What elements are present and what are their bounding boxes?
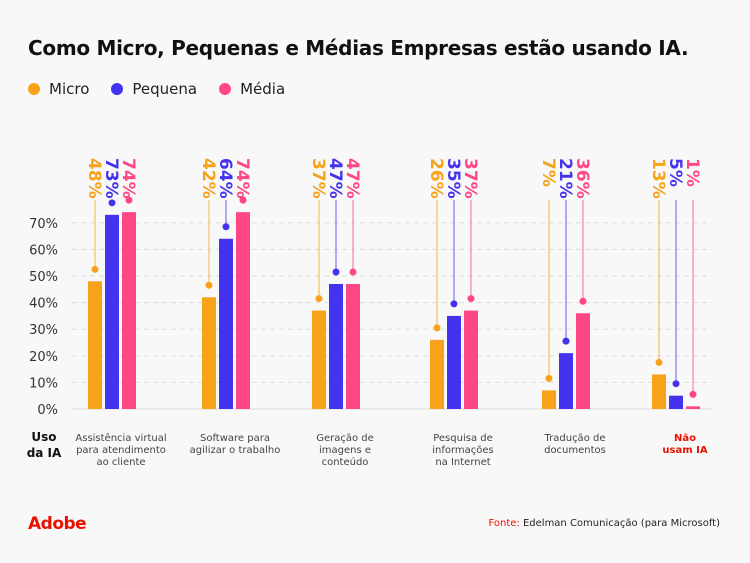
data-label: 74% xyxy=(232,158,252,199)
bar-micro xyxy=(542,390,556,409)
legend-swatch-micro xyxy=(28,83,40,95)
bar-pequena xyxy=(105,214,119,409)
value-dot xyxy=(125,196,133,204)
bar-média xyxy=(576,313,590,409)
value-dot xyxy=(467,295,475,303)
y-tick-label: 70% xyxy=(29,217,58,232)
data-label: 7% xyxy=(538,158,558,187)
bar-micro xyxy=(430,339,444,409)
legend-item-media: Média xyxy=(219,80,285,98)
x-category-label: ao cliente xyxy=(96,457,145,468)
bar-pequena xyxy=(329,283,343,409)
bar-média xyxy=(122,212,136,409)
chart-title: Como Micro, Pequenas e Médias Empresas e… xyxy=(28,36,689,60)
x-axis-title: da IA xyxy=(27,446,62,460)
value-dot xyxy=(239,196,247,204)
data-label: 47% xyxy=(342,158,362,199)
y-tick-label: 30% xyxy=(29,323,58,338)
data-label: 35% xyxy=(443,158,463,199)
data-label: 37% xyxy=(308,158,328,199)
y-tick-label: 40% xyxy=(29,297,58,312)
data-label: 5% xyxy=(665,158,685,187)
legend-item-micro: Micro xyxy=(28,80,89,98)
value-dot xyxy=(433,324,441,332)
bar-pequena xyxy=(447,315,461,409)
data-label: 13% xyxy=(648,158,668,199)
bar-micro xyxy=(88,281,102,409)
value-dot xyxy=(579,297,587,305)
bar-média xyxy=(686,406,700,409)
bar-média xyxy=(464,310,478,409)
data-label: 26% xyxy=(426,158,446,199)
x-category-label: na Internet xyxy=(435,457,490,468)
value-dot xyxy=(205,281,213,289)
data-label: 21% xyxy=(555,158,575,199)
y-tick-label: 10% xyxy=(29,376,58,391)
legend-swatch-pequena xyxy=(111,83,124,95)
legend: Micro Pequena Média xyxy=(28,80,285,98)
adobe-logo: Adobe xyxy=(28,514,87,534)
x-category-label: para atendimento xyxy=(76,445,166,456)
data-label: 73% xyxy=(101,158,121,199)
x-category-label: Software para xyxy=(200,433,270,444)
x-category-label: Não xyxy=(674,433,696,444)
legend-item-pequena: Pequena xyxy=(111,80,197,98)
bar-micro xyxy=(312,310,326,409)
value-dot xyxy=(222,223,230,231)
value-dot xyxy=(689,390,697,398)
bar-média xyxy=(346,283,360,409)
bar-pequena xyxy=(219,238,233,409)
bar-micro xyxy=(652,374,666,409)
data-label: 36% xyxy=(572,158,592,199)
value-dot xyxy=(315,295,323,303)
legend-label: Micro xyxy=(49,80,90,98)
source-text: Edelman Comunicação (para Microsoft) xyxy=(522,518,720,529)
value-dot xyxy=(450,300,458,308)
data-label: 1% xyxy=(682,158,702,187)
data-label: 42% xyxy=(198,158,218,199)
x-category-label: imagens e xyxy=(319,445,371,456)
value-dot xyxy=(349,268,357,276)
value-dot xyxy=(91,265,99,273)
legend-swatch-media xyxy=(219,83,232,95)
value-dot xyxy=(562,337,570,345)
value-dot xyxy=(655,358,663,366)
source-note: Fonte: Edelman Comunicação (para Microso… xyxy=(488,518,720,529)
x-category-label: Geração de xyxy=(316,433,374,444)
value-dot xyxy=(332,268,340,276)
data-label: 74% xyxy=(118,158,138,199)
bar-pequena xyxy=(559,353,573,409)
x-category-label: Assistência virtual xyxy=(75,432,166,444)
data-label: 64% xyxy=(215,158,235,199)
y-tick-label: 50% xyxy=(29,270,58,285)
value-dot xyxy=(672,380,680,388)
data-label: 48% xyxy=(84,158,104,199)
source-label: Fonte: xyxy=(488,518,520,529)
x-category-label: documentos xyxy=(544,445,606,456)
y-tick-label: 0% xyxy=(37,403,58,418)
x-category-label: Tradução de xyxy=(544,433,606,444)
x-category-label: agilizar o trabalho xyxy=(190,445,281,456)
x-category-label: informações xyxy=(432,445,494,456)
legend-label: Média xyxy=(240,80,286,98)
bar-pequena xyxy=(669,395,683,409)
legend-label: Pequena xyxy=(132,80,198,98)
bar-micro xyxy=(202,297,216,409)
x-axis-title: Uso xyxy=(31,430,56,444)
y-tick-label: 60% xyxy=(29,243,58,258)
y-tick-label: 20% xyxy=(29,350,58,365)
x-category-label: Pesquisa de xyxy=(433,433,493,444)
value-dot xyxy=(108,199,116,207)
x-category-label: conteúdo xyxy=(322,456,369,468)
bar-média xyxy=(236,212,250,409)
x-category-label: usam IA xyxy=(662,445,707,456)
data-label: 37% xyxy=(460,158,480,199)
value-dot xyxy=(545,374,553,382)
data-label: 47% xyxy=(325,158,345,199)
